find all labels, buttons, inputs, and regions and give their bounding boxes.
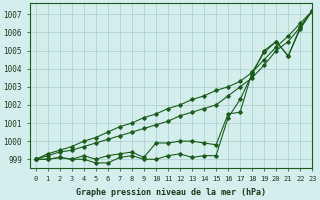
X-axis label: Graphe pression niveau de la mer (hPa): Graphe pression niveau de la mer (hPa) — [76, 188, 266, 197]
